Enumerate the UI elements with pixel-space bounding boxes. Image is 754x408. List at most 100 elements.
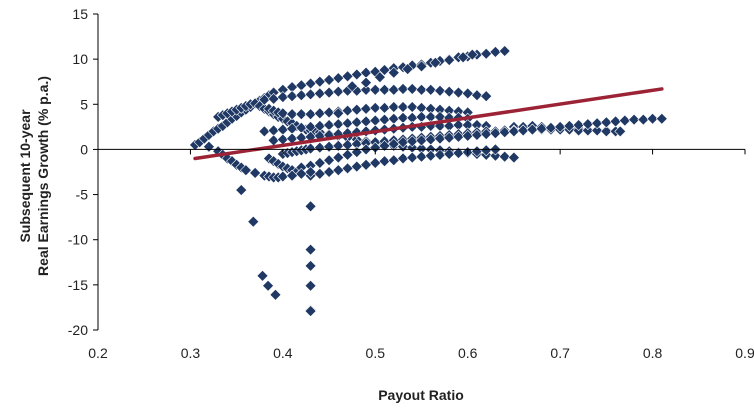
data-point [304, 243, 317, 256]
data-point [346, 80, 359, 93]
data-point [443, 148, 456, 160]
data-point [256, 269, 269, 282]
data-point [637, 113, 650, 126]
data-point [443, 85, 456, 98]
data-point [387, 83, 400, 96]
data-point [304, 88, 317, 101]
data-point [332, 107, 345, 120]
data-point [378, 113, 391, 126]
data-point [295, 108, 308, 121]
x-tick-label: 0.6 [458, 345, 478, 361]
data-point [286, 108, 299, 121]
data-point [323, 106, 335, 119]
data-points [189, 45, 668, 317]
data-point [369, 83, 382, 96]
data-point [323, 119, 335, 131]
data-point [480, 90, 493, 103]
data-point [304, 305, 317, 317]
data-point [424, 83, 437, 96]
data-point [350, 116, 363, 129]
data-point [406, 83, 419, 95]
data-point [341, 117, 354, 130]
data-point [563, 120, 576, 132]
data-point [369, 157, 382, 169]
data-point [600, 125, 613, 138]
y-tick-label: -10 [68, 232, 88, 248]
data-point [350, 103, 363, 116]
data-point [323, 140, 335, 153]
data-point [480, 128, 493, 141]
data-point [443, 131, 456, 144]
y-tick-label: -5 [76, 187, 89, 203]
data-point [387, 66, 400, 79]
x-tick-label: 0.4 [273, 345, 293, 361]
axes [93, 13, 746, 331]
data-point [434, 84, 446, 97]
data-point [415, 150, 428, 163]
data-point [591, 117, 604, 130]
x-axis-label: Payout Ratio [378, 387, 464, 403]
data-point [258, 125, 271, 138]
y-tick-label: 5 [80, 96, 88, 112]
data-point [489, 127, 502, 140]
data-point [341, 162, 354, 175]
y-axis-label-line-1: Subsequent 10-year [17, 109, 33, 243]
data-point [554, 120, 567, 133]
data-point [249, 166, 262, 179]
data-point [269, 288, 282, 301]
data-point [378, 101, 391, 114]
data-point [276, 107, 289, 120]
data-point [646, 112, 659, 125]
data-point [415, 134, 428, 147]
data-point [443, 54, 456, 66]
y-axis-label-line-2: Real Earnings Growth (% p.a.) [35, 76, 51, 276]
data-point [258, 93, 271, 106]
data-point [480, 144, 493, 157]
data-point [332, 151, 345, 164]
data-point [304, 166, 317, 178]
data-point [614, 125, 627, 138]
x-tick-label: 0.9 [735, 345, 754, 361]
data-point [313, 141, 326, 154]
data-point [434, 148, 446, 161]
data-point [591, 124, 604, 137]
y-tick-label: -15 [68, 277, 88, 293]
data-point [313, 75, 326, 88]
data-point [498, 150, 511, 163]
data-point [332, 164, 345, 177]
data-point [350, 146, 363, 159]
data-point [526, 123, 539, 136]
x-tick-label: 0.2 [88, 345, 108, 361]
data-point [452, 130, 465, 143]
y-tick-label: 15 [72, 6, 88, 22]
data-point [235, 184, 248, 196]
data-point [276, 91, 289, 103]
data-point [332, 139, 345, 152]
data-point [350, 68, 363, 81]
x-tick-label: 0.7 [550, 345, 570, 361]
data-point [544, 121, 557, 134]
data-point [457, 51, 470, 64]
data-point [323, 73, 335, 86]
data-point [406, 135, 419, 148]
data-point [369, 114, 382, 127]
data-point [304, 77, 317, 90]
data-point [360, 115, 372, 128]
data-point [323, 166, 335, 178]
data-point [572, 119, 585, 131]
data-point [387, 154, 400, 167]
y-tick-label: -20 [68, 322, 88, 338]
data-point [397, 152, 409, 165]
data-point [360, 83, 372, 96]
data-point [489, 45, 502, 58]
data-point [304, 200, 317, 213]
data-point [618, 114, 631, 127]
data-point [397, 83, 409, 95]
data-point [387, 112, 400, 125]
data-point [489, 149, 502, 162]
data-point [401, 63, 414, 75]
data-point [628, 113, 641, 126]
data-point [508, 151, 520, 164]
data-point [378, 155, 391, 168]
